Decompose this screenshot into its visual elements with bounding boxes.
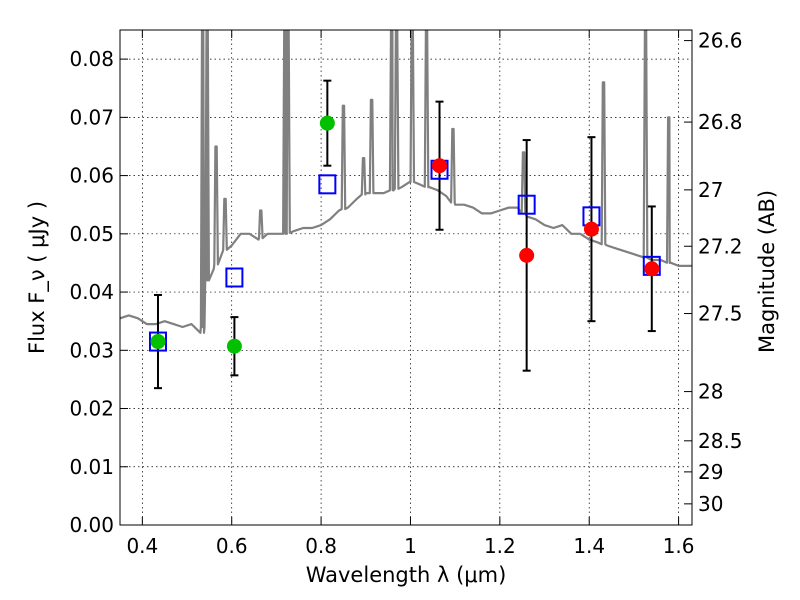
observed-point-marker — [644, 261, 660, 277]
y-tick-label: 0.01 — [69, 455, 114, 479]
model-square-marker — [318, 174, 337, 195]
observed-point-marker — [150, 334, 166, 350]
y2-axis-label: Magnitude (AB) — [755, 190, 779, 353]
model-squares — [148, 159, 661, 352]
observed-point-marker — [583, 221, 599, 237]
mag-tick-label: 28.5 — [698, 429, 743, 453]
model-square-marker — [148, 331, 167, 352]
y-tick-label: 0.06 — [69, 164, 114, 188]
y-axis-label: Flux F_ν ( μJy ) — [25, 201, 50, 354]
plot-frame — [119, 29, 693, 526]
y-tick-label: 0.08 — [69, 47, 114, 71]
y-tick-label: 0.02 — [69, 397, 114, 421]
x-tick-label: 1.6 — [663, 534, 695, 558]
x-tick-label: 0.8 — [305, 534, 337, 558]
y-tick-label: 0.04 — [69, 280, 114, 304]
y-tick-label: 0.05 — [69, 222, 114, 246]
sed-spectrum — [120, 30, 692, 334]
model-square-marker — [225, 267, 244, 288]
model-square-marker — [517, 194, 536, 215]
mag-tick-label: 28 — [698, 380, 723, 404]
x-tick-label: 1.4 — [573, 534, 605, 558]
observed-point-marker — [519, 247, 535, 263]
y-tick-label: 0.03 — [69, 338, 114, 362]
axis-ticks: 0.4 0.6 0.8 1 1.2 1.4 1.6 0.00 0.01 0.02 0.03 0.04 0… — [69, 29, 742, 558]
x-tick-label: 1 — [404, 534, 417, 558]
observed-point-marker — [319, 115, 335, 131]
x-tick-label: 0.6 — [216, 534, 248, 558]
sed-line — [120, 30, 692, 334]
x-axis-label: Wavelength λ (μm) — [306, 563, 507, 587]
mag-tick-label: 29 — [698, 460, 723, 484]
mag-tick-label: 27.2 — [698, 234, 743, 258]
mag-tick-label: 26.6 — [698, 29, 743, 53]
y-tick-label: 0.00 — [69, 513, 114, 537]
observed-point-marker — [432, 158, 448, 174]
x-tick-label: 0.4 — [126, 534, 158, 558]
mag-tick-label: 27.5 — [698, 302, 743, 326]
observed-point-marker — [226, 338, 242, 354]
mag-tick-label: 26.8 — [698, 110, 743, 134]
mag-tick-label: 30 — [698, 492, 723, 516]
x-tick-label: 1.2 — [484, 534, 516, 558]
observed-points — [150, 115, 660, 354]
y-tick-label: 0.07 — [69, 105, 114, 129]
mag-tick-label: 27 — [698, 178, 723, 202]
